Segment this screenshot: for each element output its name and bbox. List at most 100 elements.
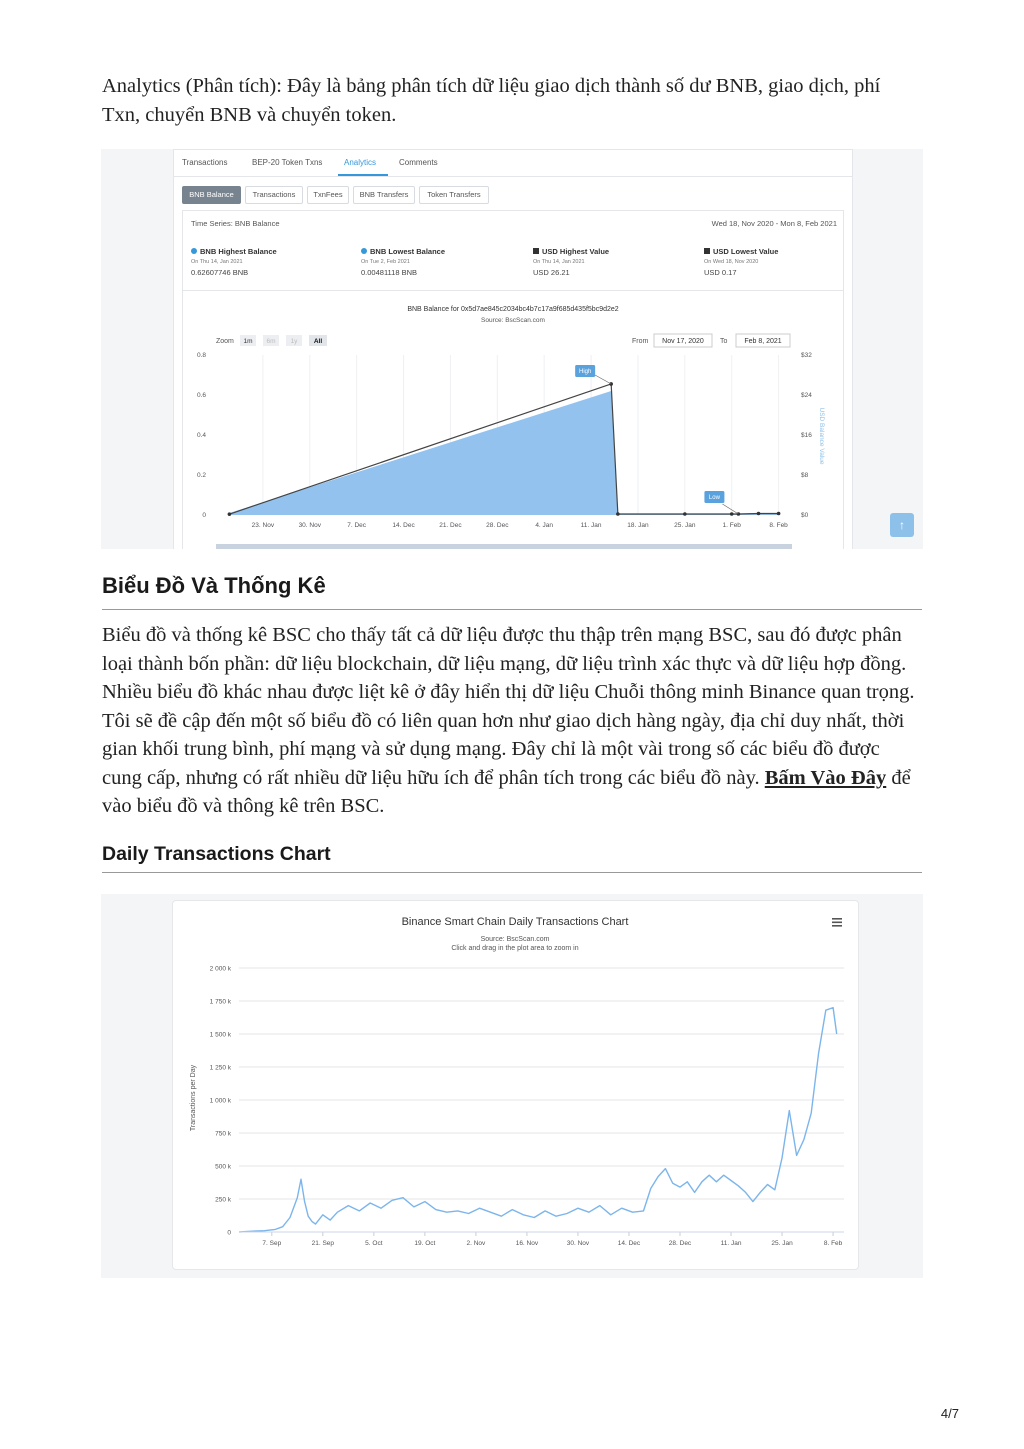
stat-value: 0.00481118 BNB bbox=[361, 268, 418, 277]
x-tick-label: 8. Feb bbox=[824, 1240, 843, 1247]
stat-title: USD Highest Value bbox=[542, 247, 610, 256]
hamburger-menu-icon[interactable] bbox=[832, 918, 842, 927]
x-tick-label: 7. Sep bbox=[262, 1240, 281, 1247]
x-tick-label: 28. Dec bbox=[486, 522, 509, 529]
stat-date: On Thu 14, Jan 2021 bbox=[191, 259, 243, 265]
zoom-1y-button[interactable] bbox=[286, 335, 302, 346]
chart-source: Source: BscScan.com bbox=[481, 317, 545, 324]
daily-transactions-chart[interactable]: Binance Smart Chain Daily Transactions C… bbox=[173, 901, 858, 1269]
bnb-balance-chart[interactable]: BNB Balance for 0x5d7ae845c2034bc4b7c17a… bbox=[174, 150, 852, 549]
y-tick-label: 500 k bbox=[215, 1164, 232, 1171]
zoom-all-button[interactable] bbox=[309, 335, 327, 346]
stat-title: BNB Highest Balance bbox=[200, 247, 277, 256]
analytics-card: Transactions BEP-20 Token Txns Analytics… bbox=[173, 149, 853, 549]
navigator-scrollbar[interactable] bbox=[216, 544, 792, 549]
to-date-input[interactable] bbox=[735, 333, 791, 348]
y-tick-label: 1 000 k bbox=[210, 1098, 232, 1105]
stat-value: USD 0.17 bbox=[704, 268, 737, 277]
subtab-txnfees[interactable]: TxnFees bbox=[307, 186, 349, 204]
active-tab-underline bbox=[338, 174, 388, 176]
zoom-1m-label: 1m bbox=[243, 338, 252, 345]
chart-hint: Click and drag in the plot area to zoom … bbox=[451, 945, 578, 952]
x-tick-label: 7. Dec bbox=[347, 522, 367, 529]
zoom-6m-button[interactable] bbox=[263, 335, 279, 346]
x-tick-label: 30. Nov bbox=[567, 1240, 590, 1247]
subtab-transactions[interactable]: Transactions bbox=[245, 186, 303, 204]
tab-analytics[interactable]: Analytics bbox=[344, 158, 377, 167]
x-tick-label: 2. Nov bbox=[466, 1240, 486, 1247]
x-tick-label: 11. Jan bbox=[581, 522, 602, 529]
section-heading-daily: Daily Transactions Chart bbox=[102, 843, 922, 873]
from-date-input[interactable] bbox=[653, 333, 713, 348]
daily-chart-card: Binance Smart Chain Daily Transactions C… bbox=[172, 900, 859, 1270]
subtab-bnb-transfers[interactable]: BNB Transfers bbox=[353, 186, 415, 204]
zoom-6m-label: 6m bbox=[266, 338, 275, 345]
x-tick-label: 14. Dec bbox=[618, 1240, 641, 1247]
transactions-line bbox=[238, 1006, 838, 1233]
divider bbox=[183, 290, 843, 291]
usd-value-point bbox=[729, 512, 734, 516]
usd-value-point bbox=[616, 512, 620, 516]
x-tick-label: 21. Sep bbox=[312, 1240, 335, 1247]
x-tick-label: 14. Dec bbox=[392, 522, 415, 529]
zoom-label: Zoom bbox=[216, 338, 234, 345]
stat-date: On Tue 2, Feb 2021 bbox=[361, 259, 410, 265]
arrow-up-icon[interactable]: ↑ bbox=[890, 513, 914, 537]
usd-value-point bbox=[683, 512, 687, 516]
stat-value: 0.62607746 BNB bbox=[191, 268, 249, 277]
x-tick-label: 23. Nov bbox=[252, 522, 275, 529]
charts-paragraph: Biểu đồ và thống kê BSC cho thấy tất cả … bbox=[102, 621, 922, 821]
tab-comments[interactable]: Comments bbox=[399, 158, 438, 167]
y2-tick-label: $0 bbox=[801, 512, 809, 519]
black-square-icon bbox=[704, 248, 710, 254]
x-tick-label: 21. Dec bbox=[439, 522, 462, 529]
low-flag bbox=[704, 491, 725, 503]
to-date-value: Feb 8, 2021 bbox=[744, 338, 781, 345]
usd-value-point bbox=[227, 512, 232, 516]
stat-title: USD Lowest Value bbox=[713, 247, 779, 256]
y2-tick-label: $16 bbox=[801, 432, 812, 439]
x-tick-label: 16. Nov bbox=[516, 1240, 539, 1247]
x-tick-label: 19. Oct bbox=[414, 1240, 435, 1247]
balance-panel: Time Series: BNB Balance Wed 18, Nov 202… bbox=[182, 210, 844, 549]
time-series-label: Time Series: BNB Balance bbox=[191, 219, 280, 228]
y-tick-label: 250 k bbox=[215, 1197, 232, 1204]
intro-text: : Đây là bảng phân tích dữ liệu giao dịc… bbox=[102, 75, 881, 126]
page-number: 4/7 bbox=[940, 1406, 959, 1421]
high-flag-label: High bbox=[579, 369, 591, 375]
y2-tick-label: $24 bbox=[801, 392, 812, 399]
low-flag-pointer bbox=[722, 503, 739, 515]
x-tick-label: 30. Nov bbox=[299, 522, 322, 529]
x-tick-label: 18. Jan bbox=[627, 522, 649, 529]
stat-bnb-lowest: BNB Lowest Balance On Tue 2, Feb 2021 0.… bbox=[361, 247, 521, 277]
section-heading-charts: Biểu Đồ Và Thống Kê bbox=[102, 573, 922, 610]
x-tick-label: 5. Oct bbox=[365, 1240, 383, 1247]
tab-bep20-token-txns[interactable]: BEP-20 Token Txns bbox=[252, 158, 323, 167]
y-tick-label: 0 bbox=[202, 512, 206, 519]
y-tick-label: 750 k bbox=[215, 1131, 232, 1138]
date-range: Wed 18, Nov 2020 - Mon 8, Feb 2021 bbox=[711, 219, 837, 228]
subtab-bnb-balance[interactable]: BNB Balance bbox=[182, 186, 241, 204]
low-flag-label: Low bbox=[709, 495, 721, 501]
daily-transactions-screenshot: Binance Smart Chain Daily Transactions C… bbox=[101, 894, 923, 1278]
chart-subtitle: Source: BscScan.com bbox=[481, 936, 550, 943]
stat-bnb-highest: BNB Highest Balance On Thu 14, Jan 2021 … bbox=[191, 247, 351, 277]
tab-transactions[interactable]: Transactions bbox=[182, 158, 228, 167]
high-flag-pointer bbox=[593, 373, 612, 385]
y-tick-label: 1 500 k bbox=[210, 1032, 232, 1039]
bscscan-analytics-screenshot: Transactions BEP-20 Token Txns Analytics… bbox=[101, 149, 923, 549]
blue-dot-icon bbox=[191, 248, 197, 254]
click-here-link[interactable]: Bấm Vào Đây bbox=[764, 766, 887, 789]
subtab-token-transfers[interactable]: Token Transfers bbox=[419, 186, 489, 204]
black-square-icon bbox=[533, 248, 539, 254]
zoom-1m-button[interactable] bbox=[240, 335, 256, 346]
y-tick-label: 2 000 k bbox=[210, 966, 232, 973]
x-tick-label: 28. Dec bbox=[669, 1240, 692, 1247]
stat-usd-lowest: USD Lowest Value On Wed 18, Nov 2020 USD… bbox=[704, 247, 864, 277]
stat-value: USD 26.21 bbox=[533, 268, 570, 277]
chart-title: Binance Smart Chain Daily Transactions C… bbox=[402, 916, 629, 928]
x-tick-label: 11. Jan bbox=[721, 1240, 742, 1247]
bnb-balance-area bbox=[229, 391, 779, 515]
y-tick-label: 0.6 bbox=[197, 392, 206, 399]
usd-value-line bbox=[229, 383, 779, 515]
